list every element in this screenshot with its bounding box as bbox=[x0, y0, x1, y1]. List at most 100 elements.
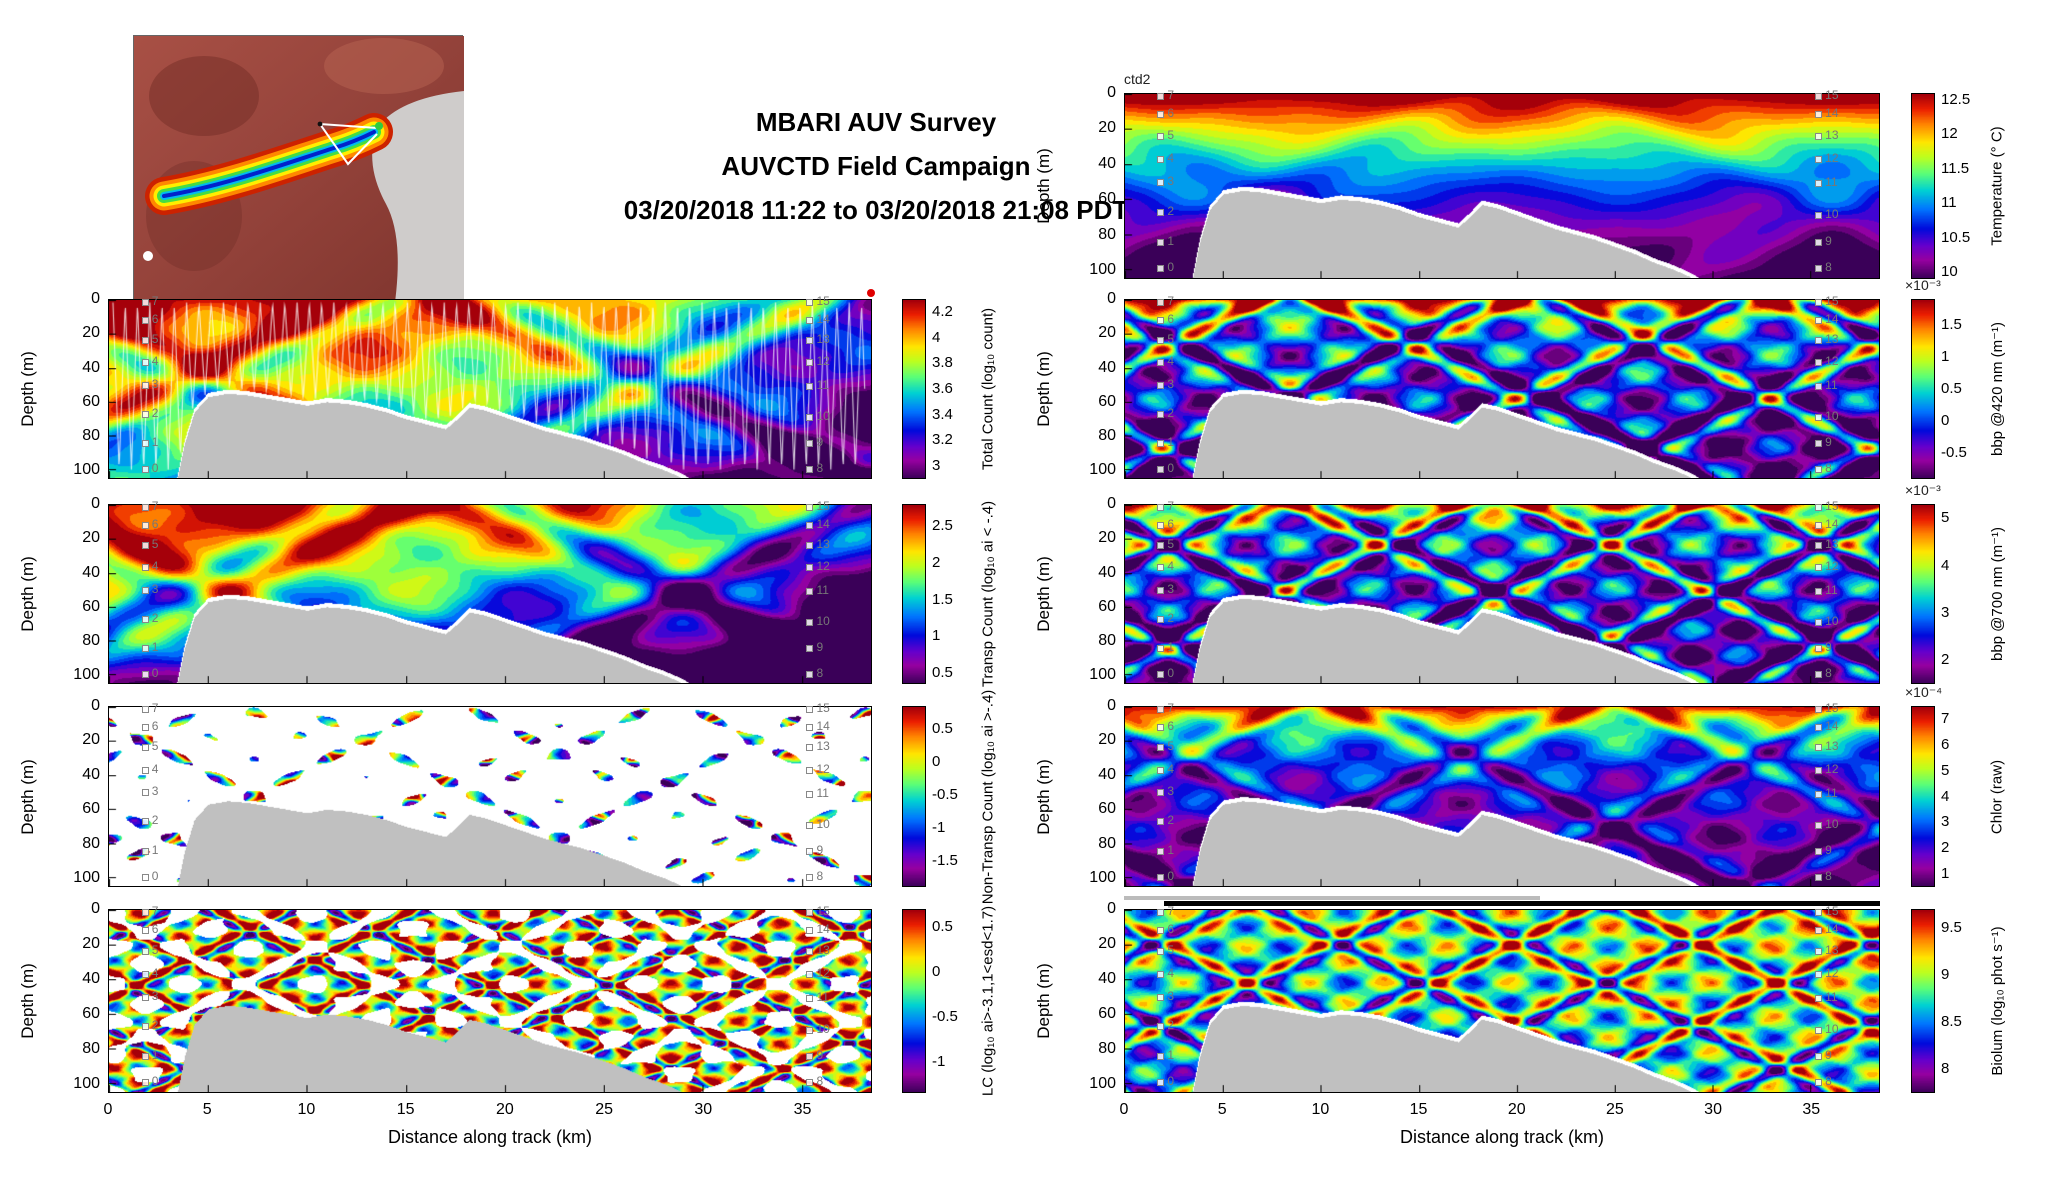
ylabel-transp-count: Depth (m) bbox=[18, 556, 37, 632]
colorbar-gradient-temperature bbox=[1912, 94, 1934, 278]
panel-lc: 7 6 5 4 3 2 1 0 15 14 13 12 11 10 9 8 bbox=[108, 904, 872, 1093]
waypoint-marker-6 bbox=[141, 927, 149, 935]
ytick-total-count-0: 0 bbox=[91, 290, 100, 307]
waypoint-marker-0 bbox=[141, 670, 149, 678]
waypoint-label-8: 8 bbox=[816, 460, 824, 475]
waypoint-label-10: 10 bbox=[816, 816, 830, 831]
colorbar-gradient-biolum bbox=[1912, 910, 1934, 1092]
ytick-transp-count-80: 80 bbox=[82, 632, 100, 650]
waypoint-label-5: 5 bbox=[1167, 739, 1175, 754]
waypoint-label-1: 1 bbox=[151, 640, 159, 654]
heatmap-lc bbox=[109, 910, 871, 1092]
waypoint-marker-6 bbox=[1157, 316, 1165, 324]
map-inset-svg bbox=[134, 36, 464, 322]
waypoint-label-6: 6 bbox=[151, 311, 159, 326]
waypoint-label-7: 7 bbox=[1167, 293, 1175, 308]
waypoint-marker-3 bbox=[141, 586, 149, 594]
cb-exponent-bbp420: ×10⁻³ bbox=[1905, 277, 1941, 293]
waypoint-marker-9 bbox=[806, 1053, 814, 1061]
waypoint-marker-6 bbox=[1157, 111, 1165, 119]
panel-non-transp-count: 7 6 5 4 3 2 1 0 15 14 13 12 11 10 9 8 bbox=[108, 701, 872, 887]
waypoint-marker-7 bbox=[1157, 908, 1165, 916]
waypoint-label-15: 15 bbox=[1825, 498, 1839, 513]
ytick-biolum-60: 60 bbox=[1098, 1005, 1116, 1023]
cbtick-transp-count-2.5: 2.5 bbox=[932, 517, 953, 535]
waypoint-marker-15 bbox=[806, 908, 814, 916]
waypoint-marker-11 bbox=[806, 995, 814, 1003]
cbtick-chlor-2: 2 bbox=[1941, 839, 1950, 857]
ytick-total-count-20: 20 bbox=[82, 324, 100, 342]
waypoint-marker-2 bbox=[1157, 208, 1165, 216]
waypoint-marker-2 bbox=[141, 818, 149, 826]
ytick-bbp420-20: 20 bbox=[1098, 324, 1116, 342]
waypoint-label-2: 2 bbox=[1167, 203, 1175, 218]
waypoint-marker-3 bbox=[1157, 178, 1165, 186]
cbtick-chlor-1: 1 bbox=[1941, 865, 1950, 883]
waypoint-marker-9 bbox=[806, 440, 814, 447]
waypoint-label-11: 11 bbox=[816, 583, 829, 598]
track-end-dot bbox=[867, 289, 875, 297]
waypoint-label-12: 12 bbox=[816, 354, 830, 369]
waypoint-marker-1 bbox=[141, 847, 149, 855]
xtick-left-20: 20 bbox=[495, 1101, 514, 1118]
cbtick-total-count-4: 4 bbox=[932, 328, 941, 346]
waypoint-label-1: 1 bbox=[1167, 842, 1175, 857]
cbtick-bbp700-2: 2 bbox=[1941, 651, 1950, 669]
map-start-dot bbox=[375, 122, 383, 130]
ylabel-temperature: Depth (m) bbox=[1034, 148, 1053, 224]
waypoint-marker-4 bbox=[1157, 155, 1165, 163]
ytick-chlor-20: 20 bbox=[1098, 731, 1116, 749]
ytick-biolum-0: 0 bbox=[1107, 900, 1116, 917]
colorbar-total-count bbox=[902, 299, 926, 479]
waypoint-label-1: 1 bbox=[1167, 233, 1175, 248]
cbtick-lc-0: 0 bbox=[932, 962, 941, 980]
ytick-lc-20: 20 bbox=[82, 935, 100, 953]
panel-bbp420: 7 6 5 4 3 2 1 0 15 14 13 12 11 10 9 8 bbox=[1124, 294, 1880, 479]
cbtick-temperature-12.5: 12.5 bbox=[1941, 90, 1971, 108]
waypoint-marker-13 bbox=[1815, 337, 1823, 345]
waypoint-label-13: 13 bbox=[1825, 537, 1839, 552]
cb-exponent-bbp700: ×10⁻³ bbox=[1905, 482, 1941, 498]
cbtick-non-transp-count--0.5: -0.5 bbox=[932, 785, 958, 803]
ytick-bbp420-80: 80 bbox=[1098, 427, 1116, 445]
cbtick-chlor-6: 6 bbox=[1941, 735, 1950, 753]
cblabel-bbp700: bbp @700 nm (m⁻¹) bbox=[1989, 526, 2006, 662]
xtick-left-25: 25 bbox=[595, 1101, 613, 1118]
waypoint-marker-2 bbox=[1157, 818, 1165, 826]
cblabel-chlor: Chlor (raw) bbox=[1988, 759, 2006, 834]
waypoint-label-14: 14 bbox=[1825, 516, 1839, 531]
waypoint-marker-15 bbox=[1815, 503, 1823, 511]
waypoint-marker-3 bbox=[141, 381, 149, 389]
waypoint-label-1: 1 bbox=[151, 842, 159, 857]
waypoint-label-7: 7 bbox=[1167, 87, 1175, 102]
title-line-3: 03/20/2018 11:22 to 03/20/2018 21:08 PDT bbox=[623, 195, 1129, 225]
waypoint-marker-9 bbox=[1815, 440, 1823, 447]
heatmap-total-count bbox=[109, 300, 871, 478]
waypoint-label-6: 6 bbox=[1167, 718, 1175, 733]
waypoint-marker-0 bbox=[1157, 873, 1165, 881]
waypoint-label-11: 11 bbox=[816, 378, 829, 393]
waypoint-marker-12 bbox=[1815, 766, 1823, 774]
ytick-transp-count-100: 100 bbox=[73, 666, 100, 684]
heatmap-bbp700 bbox=[1125, 505, 1879, 683]
waypoint-label-10: 10 bbox=[1825, 614, 1839, 629]
ylabel-total-count: Depth (m) bbox=[18, 351, 37, 427]
waypoint-label-4: 4 bbox=[1167, 354, 1175, 369]
waypoint-marker-5 bbox=[141, 542, 149, 550]
colorbar-lc bbox=[902, 909, 926, 1093]
waypoint-marker-6 bbox=[141, 723, 149, 731]
waypoint-label-12: 12 bbox=[816, 965, 830, 980]
colorbar-gradient-bbp420 bbox=[1912, 300, 1934, 478]
heatmap-non-transp-count bbox=[109, 707, 871, 886]
waypoint-marker-10 bbox=[1815, 414, 1823, 422]
waypoint-label-5: 5 bbox=[1167, 332, 1175, 347]
waypoint-marker-11 bbox=[806, 383, 814, 391]
waypoint-marker-2 bbox=[1157, 410, 1165, 418]
waypoint-label-15: 15 bbox=[1825, 87, 1839, 102]
biolum-coverage-bar-black bbox=[1164, 901, 1880, 906]
waypoint-marker-10 bbox=[806, 821, 814, 829]
waypoint-marker-0 bbox=[1157, 265, 1165, 273]
waypoint-label-3: 3 bbox=[151, 376, 159, 391]
waypoint-marker-1 bbox=[1157, 847, 1165, 855]
waypoint-label-11: 11 bbox=[1825, 583, 1838, 598]
